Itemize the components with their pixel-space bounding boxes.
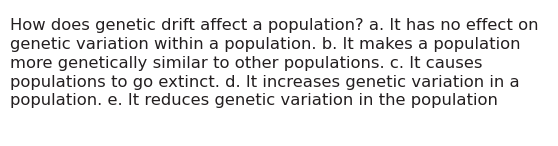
Text: How does genetic drift affect a population? a. It has no effect on
genetic varia: How does genetic drift affect a populati… bbox=[10, 18, 538, 108]
